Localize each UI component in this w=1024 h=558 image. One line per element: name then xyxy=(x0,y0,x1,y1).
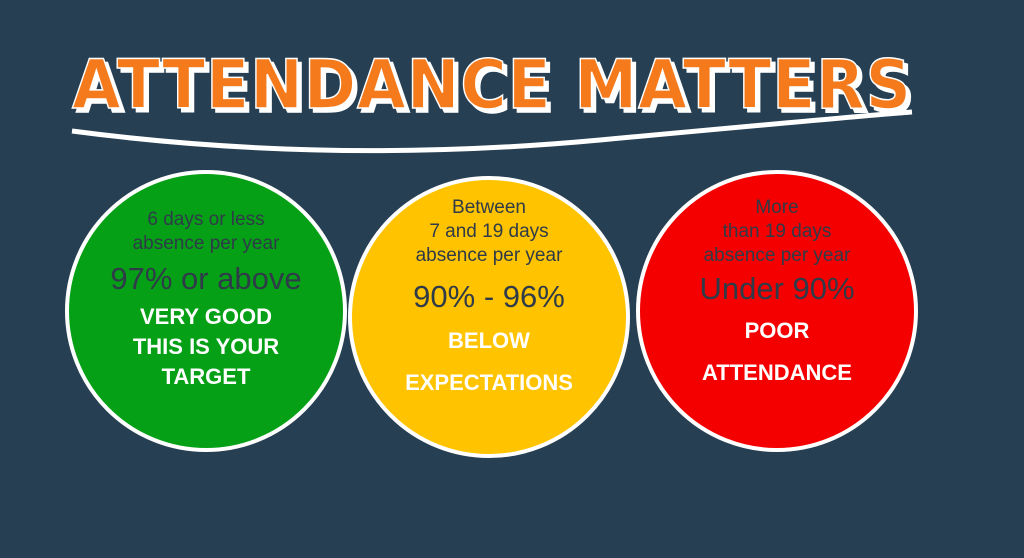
circle-desc-line: absence per year xyxy=(703,245,851,266)
circle-poor-attendance: More than 19 days absence per year Under… xyxy=(636,170,918,452)
page-title-graphic: ATTENDANCE MATTERS xyxy=(71,45,912,126)
circle-desc-line: 6 days or less xyxy=(147,209,265,230)
circle-label-line: POOR xyxy=(744,318,810,343)
circle-desc-line: Between xyxy=(452,197,526,218)
circle-range: Under 90% xyxy=(699,271,855,306)
circle-very-good: 6 days or less absence per year 97% or a… xyxy=(65,170,347,452)
circle-label-line: EXPECTATIONS xyxy=(405,370,573,395)
circle-desc-line: than 19 days xyxy=(722,221,832,242)
circle-label-line: VERY GOOD xyxy=(139,304,273,329)
circle-desc-line: More xyxy=(755,197,799,218)
circle-desc-line: absence per year xyxy=(415,245,563,266)
circle-below-expectations: Between 7 and 19 days absence per year 9… xyxy=(348,176,630,458)
circle-label-line: ATTENDANCE xyxy=(702,360,852,385)
circle-label-line: BELOW xyxy=(448,328,530,353)
underline-swoosh xyxy=(71,109,913,154)
circle-label-line: TARGET xyxy=(161,364,251,389)
page-title: ATTENDANCE MATTERS xyxy=(72,46,912,125)
circle-label-line: THIS IS YOUR xyxy=(132,334,280,359)
circle-desc-line: absence per year xyxy=(132,233,280,254)
circle-range: 90% - 96% xyxy=(413,279,565,314)
circle-desc-line: 7 and 19 days xyxy=(429,221,549,242)
circle-range: 97% or above xyxy=(110,261,302,296)
